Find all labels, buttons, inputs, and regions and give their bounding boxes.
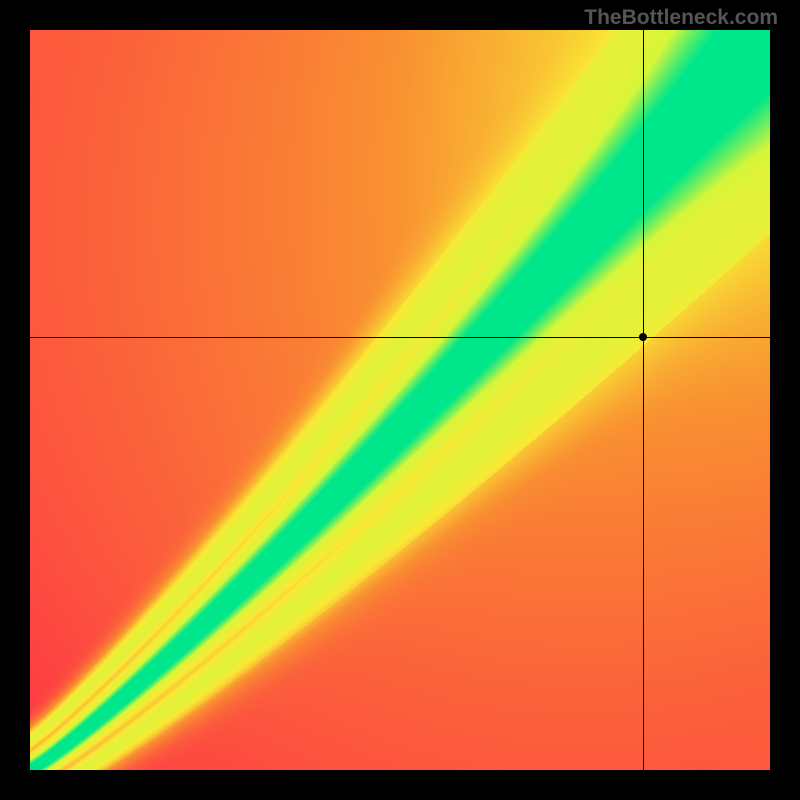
plot-area: [30, 30, 770, 770]
crosshair-marker: [639, 333, 647, 341]
crosshair-vertical: [643, 30, 644, 770]
crosshair-horizontal: [30, 337, 770, 338]
chart-container: TheBottleneck.com: [0, 0, 800, 800]
bottleneck-heatmap: [30, 30, 770, 770]
watermark-text: TheBottleneck.com: [584, 6, 778, 30]
